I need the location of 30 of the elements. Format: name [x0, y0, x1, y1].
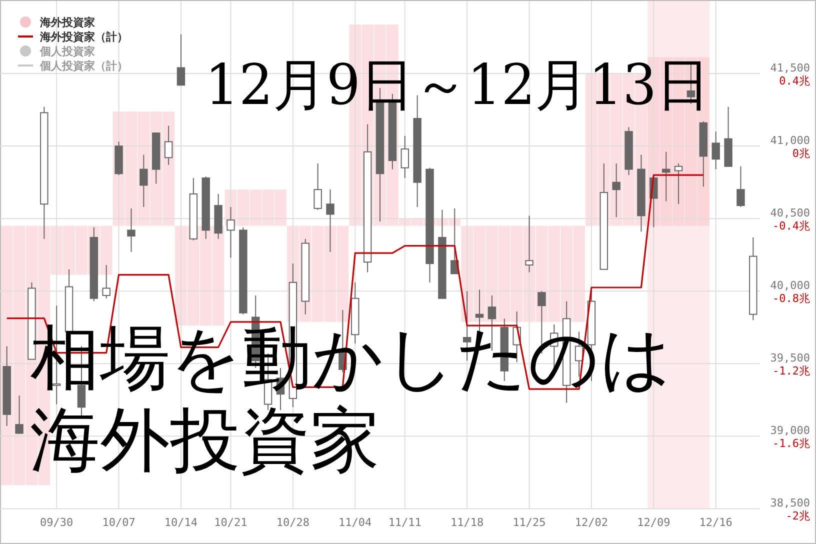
legend-label: 個人投資家（計） [39, 60, 128, 72]
y2-tick-label: -1.2兆 [772, 364, 810, 378]
y-tick-label: 40,000 [770, 279, 810, 292]
x-tick-label: 10/28 [276, 516, 310, 529]
y2-tick-label: 0兆 [792, 147, 810, 160]
y-tick-label: 38,500 [770, 496, 810, 510]
y2-tick-label: -1.6兆 [772, 437, 810, 450]
y2-tick-label: -0.4兆 [772, 220, 810, 233]
x-tick-label: 09/30 [40, 516, 74, 529]
y2-tick-label: -2兆 [786, 510, 810, 523]
legend-label: 海外投資家（計） [39, 30, 128, 44]
legend-label: 海外投資家 [39, 16, 95, 29]
x-tick-label: 12/02 [574, 516, 608, 529]
y2-tick-label: 0.4兆 [779, 74, 810, 88]
y-tick-label: 40,500 [770, 206, 810, 220]
y-tick-label: 41,500 [770, 62, 810, 75]
y-tick-label: 41,000 [770, 134, 810, 148]
legend-label: 個人投資家 [39, 45, 95, 58]
x-tick-label: 10/21 [214, 516, 248, 529]
x-tick-label: 11/25 [512, 516, 546, 529]
y-tick-label: 39,500 [770, 352, 810, 365]
x-tick-label: 11/04 [338, 516, 372, 529]
y2-tick-label: -0.8兆 [772, 292, 810, 306]
x-tick-label: 12/09 [637, 516, 670, 529]
x-tick-label: 10/14 [164, 516, 198, 529]
y-tick-label: 39,000 [770, 424, 810, 438]
x-tick-label: 11/18 [450, 516, 484, 529]
x-tick-label: 12/16 [699, 516, 732, 529]
x-tick-label: 10/07 [102, 516, 136, 529]
x-tick-label: 11/11 [388, 516, 422, 529]
